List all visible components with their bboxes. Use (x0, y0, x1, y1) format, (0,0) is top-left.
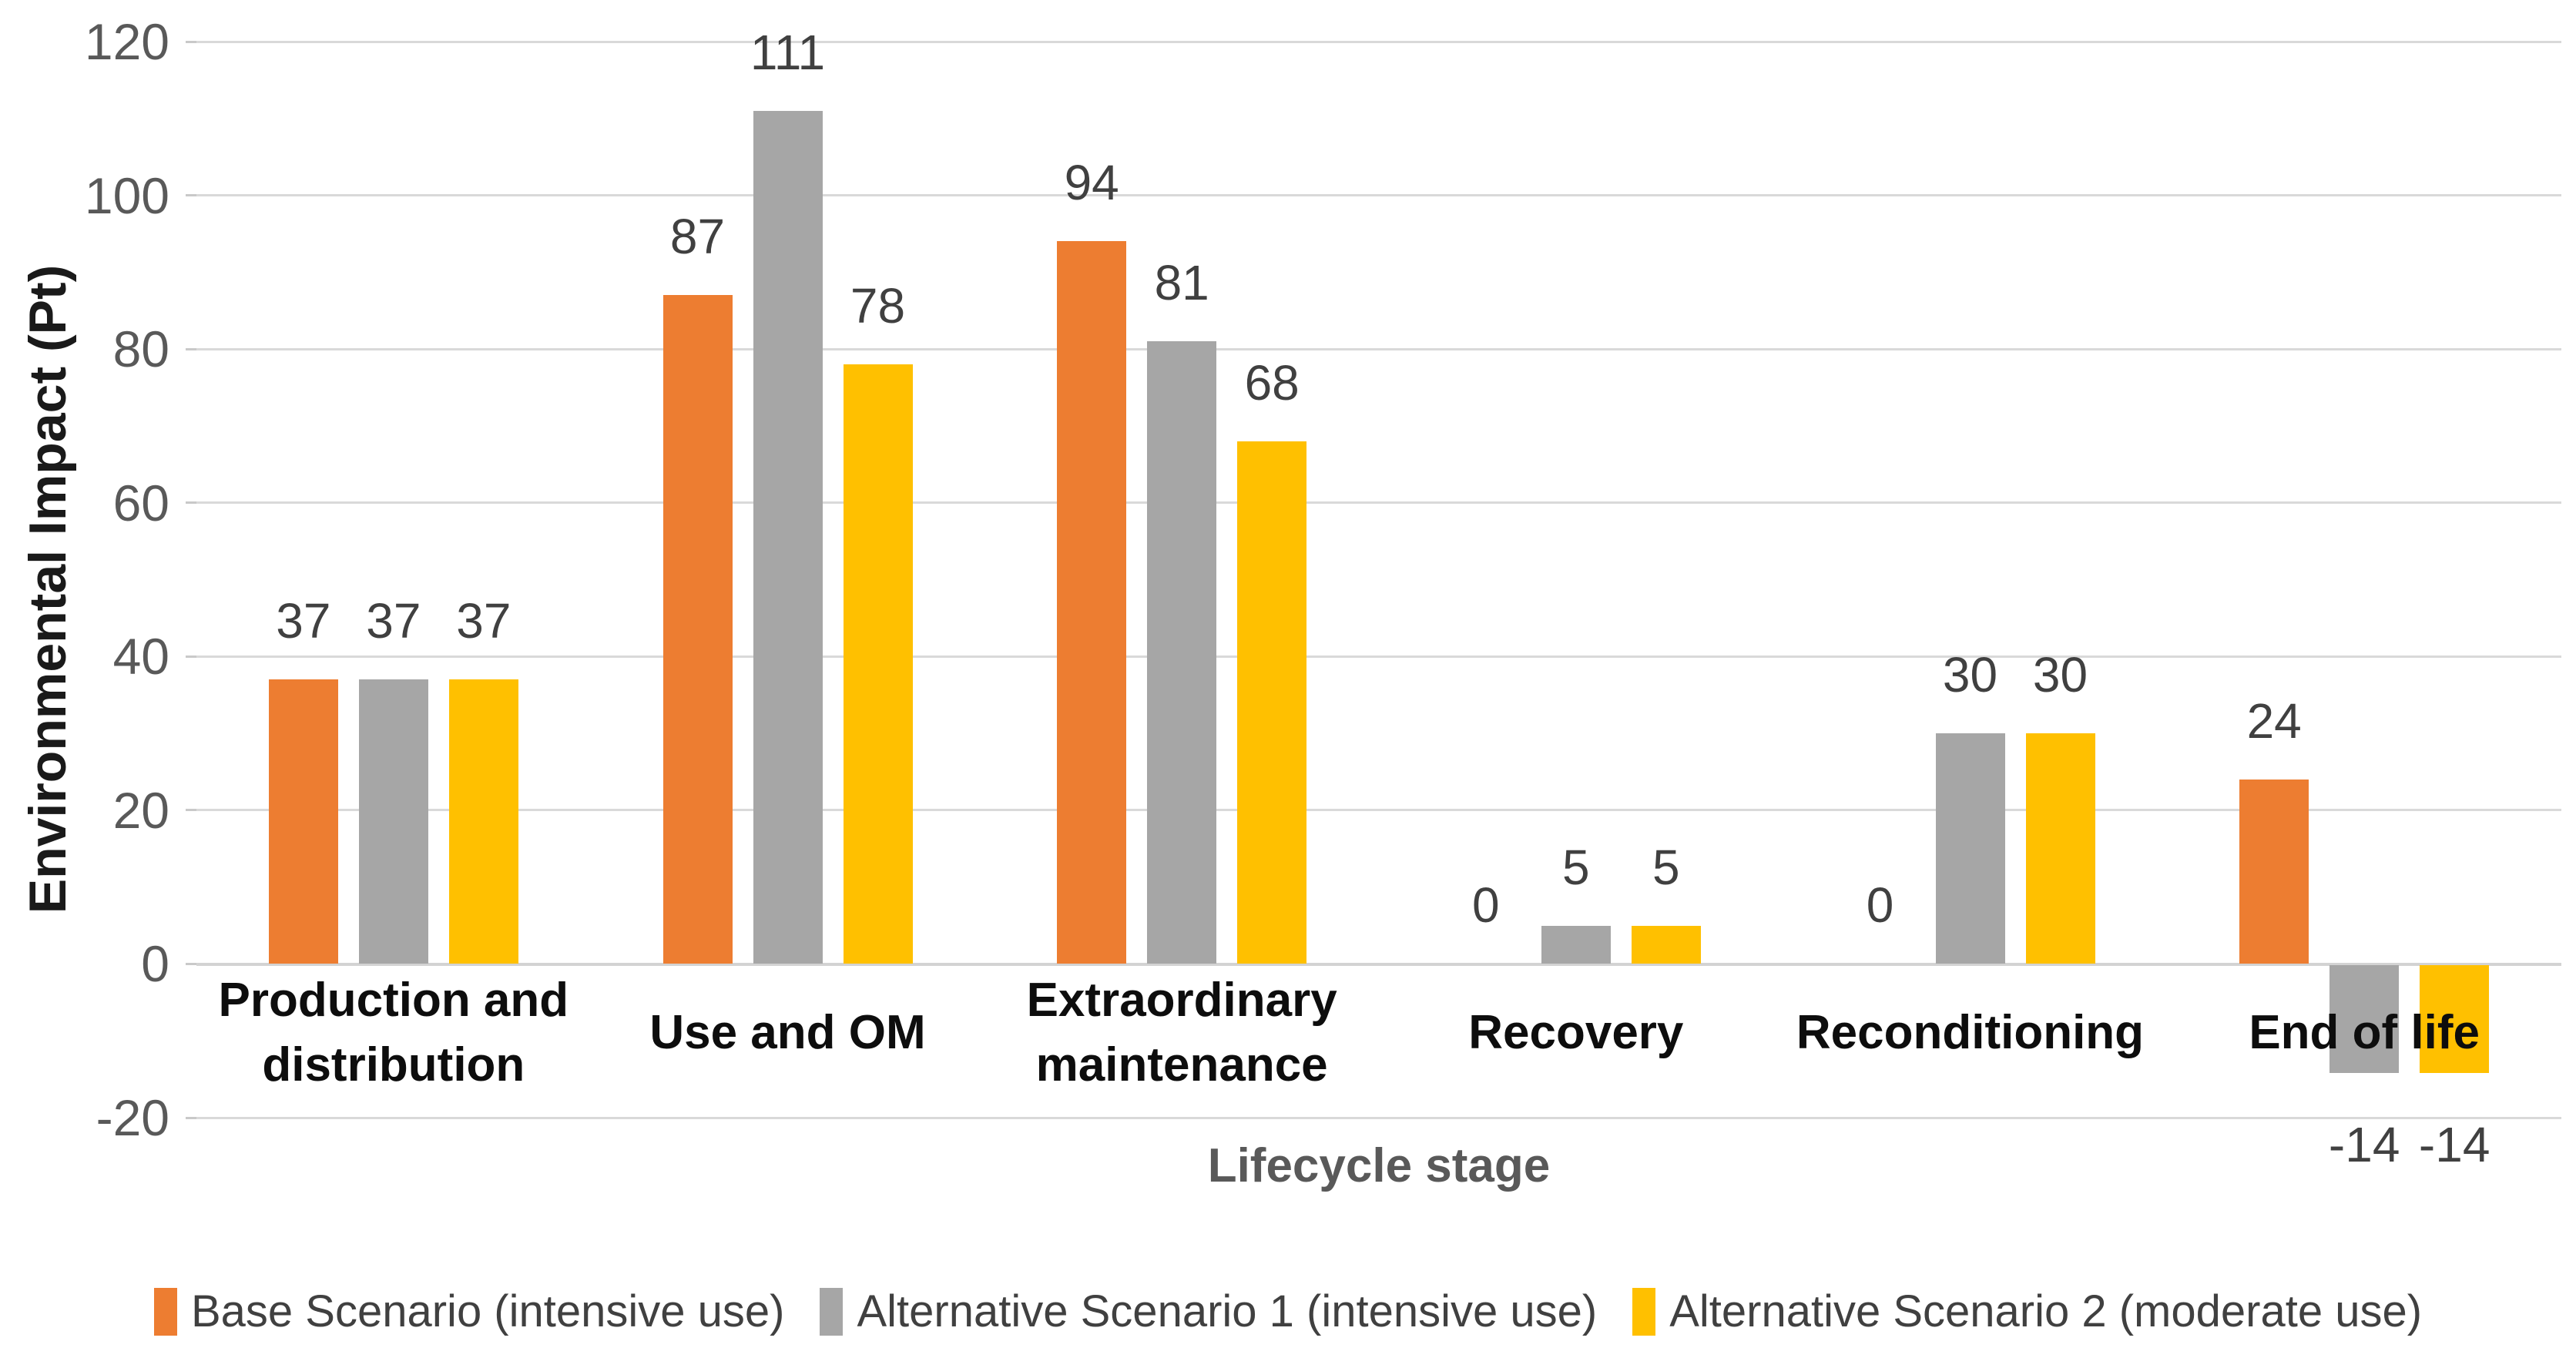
bar-alt1 (1935, 733, 2005, 964)
legend-item: Base Scenario (intensive use) (153, 1286, 785, 1336)
data-label: 0 (1866, 877, 1894, 934)
data-label: 5 (1652, 839, 1680, 895)
bar-alt2 (448, 679, 518, 964)
category-label: End of life (2249, 1006, 2480, 1060)
legend: Base Scenario (intensive use) Alternative… (0, 1288, 2576, 1336)
legend-item: Alternative Scenario 1 (intensive use) (820, 1288, 1597, 1336)
data-label: 37 (366, 593, 421, 649)
gridline (196, 194, 2561, 197)
y-tick-label: 80 (112, 320, 169, 378)
legend-label: Alternative Scenario 2 (moderate use) (1669, 1286, 2423, 1336)
y-tick-label: 20 (112, 781, 169, 839)
y-tick-label: 0 (141, 935, 169, 993)
x-axis-line (196, 962, 2561, 966)
data-label: 24 (2246, 692, 2302, 749)
y-axis-tick (186, 194, 196, 197)
bar-base (662, 295, 733, 964)
data-label: 94 (1064, 155, 1119, 211)
y-axis-tick (186, 962, 196, 965)
gridline (196, 1116, 2561, 1119)
y-axis-tick (186, 501, 196, 505)
category-label: Recovery (1468, 1006, 1684, 1060)
x-axis-title: Lifecycle stage (1207, 1139, 1551, 1192)
data-label: 30 (1942, 647, 1998, 703)
category-label: Reconditioning (1796, 1006, 2145, 1060)
y-axis-tick (186, 655, 196, 658)
y-tick-label: 120 (84, 13, 169, 70)
bar-alt2 (843, 364, 913, 964)
data-label: 37 (276, 593, 331, 649)
y-axis-tick (186, 347, 196, 350)
bar-base (268, 679, 338, 964)
category-label: Production and distribution (218, 974, 569, 1092)
gridline (196, 501, 2561, 505)
bar-base (2239, 779, 2309, 964)
data-label: 87 (669, 209, 726, 265)
data-label: 68 (1244, 354, 1300, 411)
bar-alt1 (1541, 925, 1611, 964)
bar-alt1 (2329, 965, 2400, 1074)
legend-swatch-icon (153, 1288, 177, 1336)
gridline (196, 347, 2561, 350)
bar-alt2 (1237, 441, 1307, 964)
y-tick-label: 60 (112, 474, 169, 531)
bar-alt1 (753, 110, 823, 964)
bar-alt2 (1631, 925, 1701, 964)
gridline (196, 809, 2561, 812)
data-label: 5 (1562, 839, 1590, 895)
data-label: 78 (850, 278, 906, 334)
legend-label: Alternative Scenario 1 (intensive use) (857, 1286, 1598, 1336)
y-axis-tick (186, 1116, 196, 1119)
data-label: 30 (2032, 647, 2088, 703)
legend-label: Base Scenario (intensive use) (190, 1286, 785, 1336)
data-label: 0 (1472, 877, 1500, 934)
bar-alt2 (2420, 965, 2490, 1074)
y-tick-label: 100 (84, 166, 169, 224)
data-label: 37 (456, 593, 512, 649)
legend-swatch-icon (1632, 1288, 1656, 1336)
y-axis-tick (186, 40, 196, 43)
y-tick-label: -20 (96, 1089, 169, 1146)
data-label: -14 (2418, 1117, 2490, 1173)
legend-swatch-icon (820, 1288, 844, 1336)
gridline (196, 655, 2561, 658)
data-label: -14 (2328, 1117, 2400, 1173)
bar-alt1 (1147, 341, 1217, 964)
category-label: Use and OM (649, 1006, 926, 1060)
legend-item: Alternative Scenario 2 (moderate use) (1632, 1288, 2422, 1336)
bar-alt2 (2025, 733, 2095, 964)
gridline (196, 40, 2561, 43)
bar-base (1057, 241, 1127, 964)
data-label: 111 (750, 24, 826, 80)
y-axis-tick (186, 809, 196, 812)
y-tick-label: 40 (112, 628, 169, 686)
category-label: Extraordinary maintenance (1026, 974, 1337, 1092)
data-label: 81 (1154, 255, 1209, 311)
bar-alt1 (358, 679, 428, 964)
